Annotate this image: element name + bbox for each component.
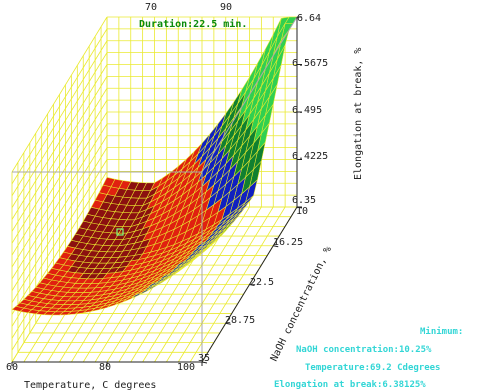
grid-line <box>189 206 286 363</box>
duration-label: Duration:22.5 min. <box>139 18 247 30</box>
box-edge <box>201 16 298 173</box>
y-tick-mark <box>201 361 208 364</box>
grid-line <box>11 16 108 173</box>
x-top-tick-label: 90 <box>220 2 232 13</box>
grid-line <box>11 52 108 208</box>
y-tick-label: 28.75 <box>225 315 255 326</box>
minimum-title: Minimum: <box>420 326 463 337</box>
y-tick-label: 35 <box>198 353 210 364</box>
y-tick-mark <box>225 322 231 325</box>
minimum-marker <box>116 228 124 236</box>
z-tick-label: 6.64 <box>297 13 321 24</box>
z-tick-label: 6.4225 <box>292 151 328 162</box>
y-tick-label: 22.5 <box>250 277 274 288</box>
z-tick-label: 6.495 <box>292 105 322 116</box>
x-top-tick-label: 70 <box>145 2 157 13</box>
minimum-elongation: Elongation at break:6.38125% <box>274 379 426 390</box>
z-tick-label: 6.35 <box>292 195 316 206</box>
y-tick-label: 16.25 <box>273 237 303 248</box>
z-axis-title: Elongation at break, % <box>353 48 364 180</box>
minimum-naoh: NaOH concentration:10.25% <box>296 344 432 355</box>
grid-line <box>11 64 108 220</box>
y-tick-mark <box>273 245 279 248</box>
grid-line <box>11 111 108 268</box>
grid-line <box>11 40 108 196</box>
grid-line <box>11 28 108 185</box>
response-surface <box>11 16 298 316</box>
minimum-temperature: Temperature:69.2 Cdegrees <box>305 363 440 373</box>
grid-line <box>11 88 108 244</box>
x-tick-label: 60 <box>6 362 18 373</box>
grid-line <box>177 206 274 363</box>
x-tick-label: 80 <box>99 362 111 373</box>
x-tick-label: 100 <box>177 362 195 373</box>
z-tick-label: 6.5675 <box>292 58 328 69</box>
y-tick-mark <box>249 284 255 286</box>
grid-line <box>11 99 108 256</box>
grid-line <box>166 206 262 363</box>
box-front-edges <box>11 16 303 366</box>
y-tick-label: 10 <box>296 206 308 217</box>
surface-cell <box>11 306 25 312</box>
grid-line <box>11 76 108 232</box>
x-axis-title: Temperature, C degrees <box>24 380 156 391</box>
